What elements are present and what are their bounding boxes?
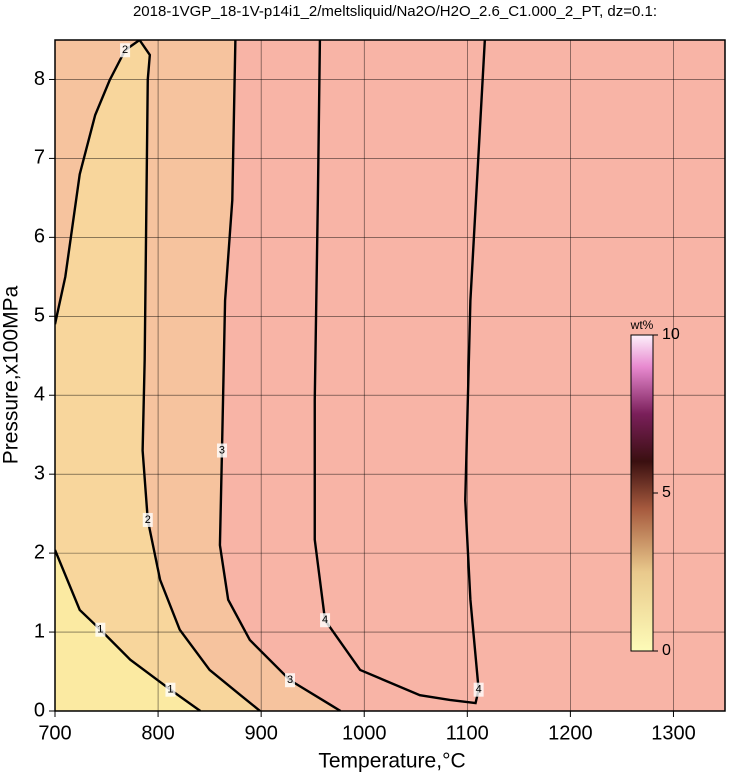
contour-label-bg (142, 512, 153, 527)
contour-label: 3 (287, 674, 293, 686)
y-tick-label: 0 (34, 699, 45, 721)
contour-label-bg (216, 443, 227, 458)
y-tick-label: 8 (34, 68, 45, 90)
contour-label: 1 (167, 684, 173, 696)
contour-label-bg (473, 682, 484, 697)
contour-label: 2 (122, 44, 128, 56)
contour-label-bg (285, 673, 296, 688)
y-tick-label: 5 (34, 305, 45, 327)
contour-label: 3 (219, 444, 225, 456)
contour-label-bg (120, 43, 131, 58)
x-tick-label: 1200 (548, 722, 593, 744)
colorbar-label: wt% (630, 318, 654, 332)
colorbar-tick-label: 10 (662, 326, 680, 343)
y-tick-label: 6 (34, 226, 45, 248)
contour-label: 1 (97, 624, 103, 636)
x-tick-label: 900 (244, 722, 277, 744)
x-tick-label: 800 (141, 722, 174, 744)
contour-line (55, 40, 261, 711)
contour-fill (55, 549, 201, 711)
y-tick-label: 7 (34, 147, 45, 169)
contour-fill (55, 40, 261, 711)
x-tick-label: 1000 (342, 722, 387, 744)
contour-line (218, 40, 342, 711)
contour-label: 4 (476, 684, 482, 696)
x-tick-label: 700 (38, 722, 71, 744)
colorbar-tick-label: 0 (662, 642, 671, 659)
y-axis-label: Pressure,x100MPa (0, 285, 23, 464)
colorbar (630, 334, 654, 652)
y-tick-label: 3 (34, 462, 45, 484)
chart-title: 2018-1VGP_18-1V-p14i1_2/meltsliquid/Na2O… (133, 3, 657, 20)
contour-label-bg (320, 613, 331, 628)
plot-frame (54, 39, 726, 712)
contour-label-bg (165, 682, 176, 697)
colorbar-tick-label: 5 (662, 484, 671, 501)
y-tick-label: 2 (34, 541, 45, 563)
contour-label-bg (95, 622, 106, 637)
x-tick-label: 1100 (446, 722, 489, 744)
plot-area: 1 1 2 2 3 3 4 4 (55, 40, 725, 711)
contour-label: 2 (145, 514, 151, 526)
contour-label: 4 (322, 614, 328, 626)
x-tick-label: 1300 (651, 722, 696, 744)
contour-line (313, 40, 487, 705)
x-axis-label: Temperature,°C (318, 750, 465, 773)
y-tick-label: 1 (34, 620, 45, 642)
y-tick-label: 4 (34, 384, 45, 406)
